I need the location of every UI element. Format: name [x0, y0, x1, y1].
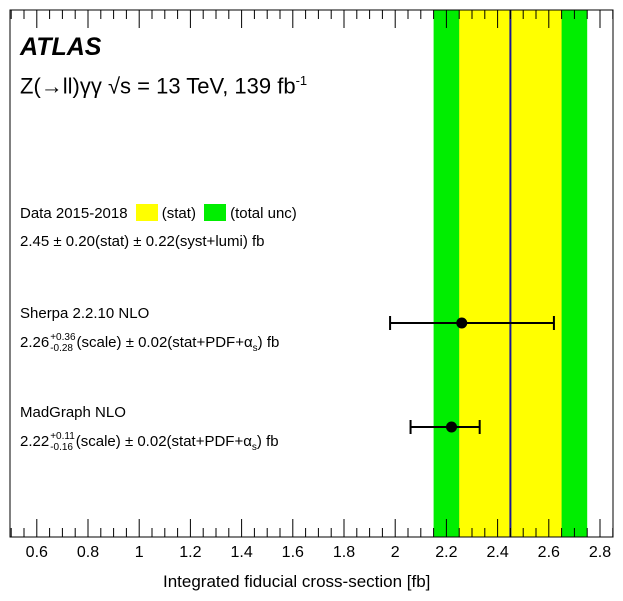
x-tick-label: 1.4 — [230, 544, 252, 561]
x-tick-label: 2 — [391, 544, 400, 561]
x-axis-label: Integrated fiducial cross-section [fb] — [163, 572, 431, 591]
sherpa-err-up: +0.36 — [50, 332, 76, 343]
sherpa-prediction: 2.26 +0.36 -0.28 (scale) ± 0.02(stat+PDF+αs… — [20, 332, 279, 354]
process-label: Z(→ll)γγ √s = 13 TeV, 139 fb-1 — [20, 73, 307, 99]
sherpa-value: 2.26 — [20, 334, 50, 351]
data-uncertainty: ± 0.20(stat) ± 0.22(syst+lumi) fb — [53, 233, 265, 250]
lumi-unit-exponent: -1 — [295, 73, 308, 88]
stat-legend-label: (stat) — [161, 205, 196, 222]
x-tick-label: 2.8 — [589, 544, 611, 561]
x-tick-label: 2.4 — [486, 544, 508, 561]
sherpa-text: (scale) ± 0.02(stat+PDF+α — [76, 334, 253, 351]
x-tick-label: 1.8 — [333, 544, 355, 561]
x-tick-label: 1.6 — [282, 544, 304, 561]
process-text: Z(→ll)γγ √s = 13 TeV, 139 fb — [20, 73, 296, 99]
sherpa-err-down: -0.28 — [50, 343, 73, 354]
prediction-marker — [456, 317, 468, 329]
data-label: Data 2015-2018 — [20, 205, 128, 222]
experiment-label: ATLAS — [20, 33, 102, 61]
plot-frame — [9, 9, 614, 538]
madgraph-text-end: ) fb — [256, 433, 279, 450]
sherpa-text-end: ) fb — [257, 334, 280, 351]
prediction-marker — [446, 421, 458, 433]
x-tick-label: 0.6 — [26, 544, 48, 561]
x-tick-label: 2.2 — [435, 544, 457, 561]
total-legend-label: (total unc) — [230, 205, 297, 222]
stat-swatch — [135, 204, 158, 221]
madgraph-err-up: +0.11 — [50, 431, 75, 442]
madgraph-err-down: -0.16 — [50, 442, 73, 453]
sherpa-alpha-sub: s — [252, 343, 258, 354]
x-tick-label: 1 — [135, 544, 144, 561]
data-measurement: 2.45 ± 0.20(stat) ± 0.22(syst+lumi) fb — [20, 233, 265, 250]
madgraph-prediction: 2.22 +0.11 -0.16 (scale) ± 0.02(stat+PDF+αs… — [20, 431, 279, 453]
sherpa-label: Sherpa 2.2.10 NLO — [20, 305, 150, 322]
data-value: 2.45 — [20, 233, 50, 250]
total-swatch — [204, 204, 227, 221]
data-legend: Data 2015-2018 (stat) (total unc) — [20, 204, 297, 222]
madgraph-alpha-sub: s — [251, 442, 257, 453]
x-tick-label: 2.6 — [538, 544, 560, 561]
x-tick-label: 1.2 — [179, 544, 201, 561]
x-tick-label: 0.8 — [77, 544, 99, 561]
madgraph-value: 2.22 — [20, 433, 50, 450]
madgraph-label: MadGraph NLO — [20, 404, 126, 421]
madgraph-text: (scale) ± 0.02(stat+PDF+α — [75, 433, 252, 450]
